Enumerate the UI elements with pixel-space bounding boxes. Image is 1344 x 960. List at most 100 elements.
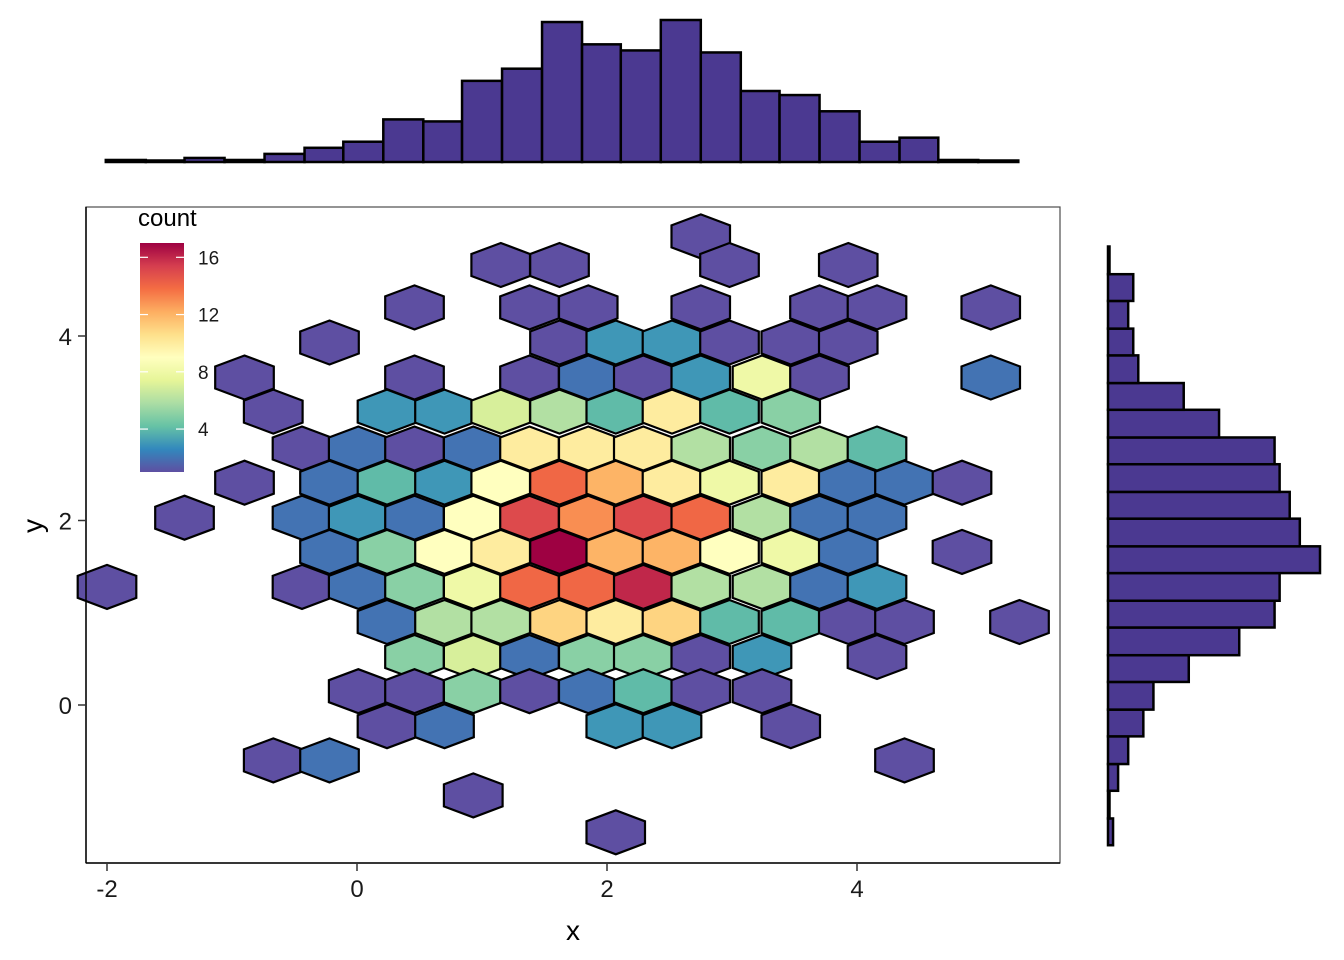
marginal-x-bar — [223, 158, 266, 164]
hex-bin — [529, 388, 590, 435]
marginal-x-bar — [183, 156, 226, 164]
legend-ticks: 4 8 12 16 — [140, 248, 219, 441]
marginal-y-bar — [1106, 245, 1111, 276]
hex-bin — [529, 241, 590, 289]
marginal-y-bar — [1106, 708, 1145, 738]
marginal-y-bar — [1106, 762, 1120, 793]
marginal-y-bar — [1106, 817, 1115, 847]
x-tick-label: 2 — [600, 876, 613, 903]
hex-bin — [641, 703, 703, 750]
marginal-x-bar — [659, 18, 703, 164]
hex-bin — [414, 388, 475, 435]
y-axis: 0 2 4 y — [17, 207, 87, 863]
marginal-x-bar — [342, 140, 385, 164]
hex-bin — [817, 319, 879, 366]
legend-colorbar — [140, 243, 184, 472]
hex-bin — [817, 241, 879, 289]
hex-bin — [989, 598, 1050, 646]
marginal-x-bar — [580, 43, 623, 164]
marginal-x-bar — [104, 158, 148, 164]
hex-bin — [874, 598, 935, 646]
x-tick-label: 0 — [350, 876, 363, 903]
marginal-y-bar — [1106, 354, 1140, 385]
marginal-y-bar — [1106, 653, 1191, 684]
marginal-y-bar — [1106, 462, 1281, 494]
hex-bin — [299, 737, 360, 784]
y-tick-label: 4 — [59, 324, 72, 351]
marginal-x-bar — [818, 110, 861, 164]
hex-bin — [154, 494, 215, 541]
marginal-x-bar — [422, 120, 464, 164]
marginal-y-bar — [1106, 789, 1111, 820]
hex-bin — [931, 528, 993, 576]
y-tick-label: 0 — [59, 693, 72, 720]
hex-bin — [670, 284, 732, 331]
marginal-y-bar — [1106, 408, 1221, 439]
y-axis-title: y — [17, 519, 48, 533]
marginal-y-bar — [1106, 436, 1276, 466]
marginal-x-bar — [500, 67, 544, 164]
hex-bin — [299, 319, 360, 366]
plot-panel: count 4 8 12 16 — [76, 205, 1061, 864]
marginal-x-bar — [263, 152, 306, 164]
marginal-y-bar — [1106, 517, 1302, 548]
hex-bin — [817, 528, 879, 576]
hex-bin — [874, 737, 935, 784]
marginal-x-bar — [382, 118, 425, 164]
x-tick-label: 4 — [850, 876, 863, 903]
marginal-x-bar — [540, 20, 584, 164]
hex-bin — [846, 563, 908, 611]
hex-bin — [470, 388, 532, 435]
hex-bin — [699, 528, 760, 576]
hex-bin — [214, 459, 275, 506]
hex-bin — [585, 388, 647, 435]
marginal-y-histogram — [1106, 245, 1322, 847]
hex-bin — [670, 563, 732, 611]
marginal-y-bar — [1106, 626, 1241, 657]
hex-bin — [384, 284, 445, 331]
hex-bin — [470, 241, 532, 289]
hex-bin — [699, 319, 760, 366]
y-tick-label: 2 — [59, 509, 72, 536]
marginal-y-bar — [1106, 381, 1185, 412]
hex-bin — [670, 668, 732, 715]
marginal-y-bar — [1106, 545, 1322, 575]
hex-bin — [499, 284, 560, 331]
hex-bin — [760, 388, 822, 435]
marginal-x-bar — [144, 159, 186, 164]
legend-tick-label: 16 — [198, 248, 219, 269]
legend-tick-label: 4 — [198, 420, 209, 441]
marginal-x-bar — [937, 158, 980, 164]
hex-bin — [699, 598, 760, 646]
legend-tick-label: 12 — [198, 306, 219, 327]
hex-bin — [499, 668, 560, 715]
marginal-x-bar — [303, 146, 345, 164]
hex-bin — [242, 388, 304, 435]
marginal-y-bar — [1106, 680, 1155, 711]
marginal-x-bar — [858, 140, 901, 164]
hex-bin — [846, 284, 908, 331]
hex-bin — [356, 703, 418, 750]
hex-bin — [242, 737, 304, 784]
marginal-y-bar — [1106, 299, 1130, 330]
marginal-y-bar — [1106, 327, 1135, 357]
hex-bin — [731, 668, 793, 715]
marginal-x-bar — [699, 51, 743, 164]
hex-bin — [585, 703, 647, 750]
marginal-x-bar — [898, 136, 940, 164]
hex-bin — [356, 388, 418, 435]
x-tick-label: -2 — [96, 876, 117, 903]
marginal-x-bar — [739, 89, 781, 164]
hex-bin — [960, 354, 1022, 401]
marginal-y-bar — [1106, 490, 1291, 520]
hex-bin — [442, 772, 504, 819]
marginal-y-bar — [1106, 272, 1135, 303]
marginal-x-bar — [778, 93, 821, 164]
hex-bin — [699, 459, 760, 506]
marginal-y-bar — [1106, 735, 1130, 766]
legend-tick-label: 8 — [198, 363, 209, 384]
hex-bin — [846, 633, 908, 681]
hex-bin — [641, 388, 703, 435]
hex-bin — [585, 809, 647, 856]
